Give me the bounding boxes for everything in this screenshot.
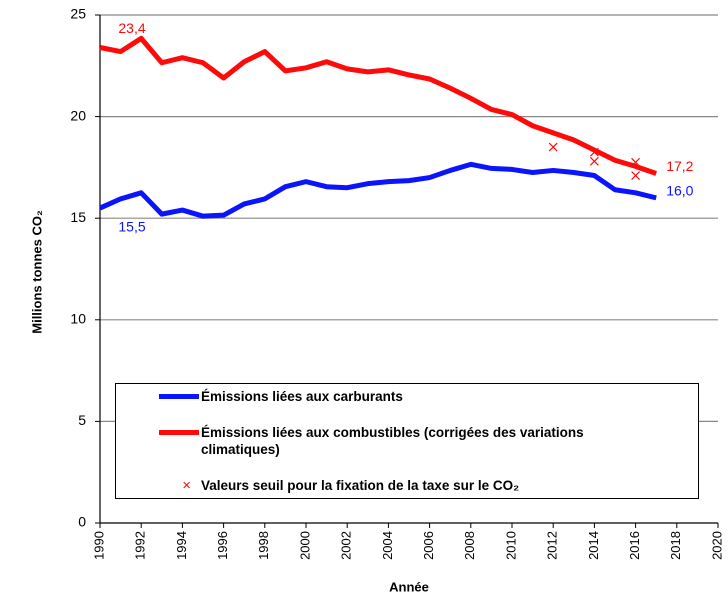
legend-label: Valeurs seuil pour la fixation de la tax… [201, 478, 520, 493]
legend-symbol [116, 424, 201, 435]
threshold-marker [589, 156, 599, 166]
x-tick-label: 2012 [545, 531, 560, 560]
legend-marker: × [182, 477, 191, 494]
legend-line [159, 430, 199, 435]
x-tick-label: 2008 [462, 531, 477, 560]
legend-symbol [116, 388, 201, 399]
x-axis-label: Année [389, 579, 429, 594]
y-tick-label: 20 [70, 107, 86, 123]
series-line [99, 35, 658, 176]
x-tick-label: 2010 [503, 531, 518, 560]
y-tick-label: 0 [78, 514, 86, 530]
y-tick-label: 15 [70, 209, 86, 225]
y-tick-label: 25 [70, 6, 86, 22]
series-line [98, 161, 657, 219]
threshold-marker [589, 147, 599, 157]
legend: Émissions liées aux carburants Émissions … [115, 383, 699, 499]
x-tick-label: 2004 [380, 531, 395, 560]
data-label: 15,5 [118, 219, 145, 235]
legend-entry: × Valeurs seuil pour la fixation de la ta… [116, 477, 591, 494]
x-tick-label: 2002 [339, 531, 354, 560]
data-label: 17,2 [666, 158, 693, 174]
legend-label: Émissions liées aux carburants [201, 389, 403, 404]
x-tick-label: 1992 [133, 531, 148, 560]
x-tick-label: 1998 [256, 531, 271, 560]
y-axis-label: Millions tonnes CO₂ [29, 210, 44, 334]
x-tick-label: 2016 [627, 531, 642, 560]
threshold-marker [631, 157, 641, 167]
x-tick-label: 2020 [709, 531, 724, 560]
legend-label: Émissions liées aux combustibles (corrig… [201, 425, 584, 457]
legend-symbol: × [116, 477, 201, 494]
x-tick-label: 1994 [174, 531, 189, 560]
x-tick-label: 1996 [215, 531, 230, 560]
y-tick-label: 10 [70, 311, 86, 327]
x-tick-label: 2018 [668, 531, 683, 560]
x-tick-label: 2000 [297, 531, 312, 560]
threshold-marker [548, 142, 558, 152]
x-tick-label: 2014 [586, 531, 601, 560]
y-tick-label: 5 [78, 412, 86, 428]
x-tick-label: 2006 [421, 531, 436, 560]
data-label: 16,0 [666, 183, 693, 199]
legend-entry: Émissions liées aux carburants [116, 388, 591, 405]
legend-line [159, 394, 199, 399]
legend-entry: Émissions liées aux combustibles (corrig… [116, 424, 591, 458]
threshold-marker [631, 171, 641, 180]
data-label: 23,4 [118, 20, 145, 36]
x-tick-label: 1990 [91, 531, 106, 560]
